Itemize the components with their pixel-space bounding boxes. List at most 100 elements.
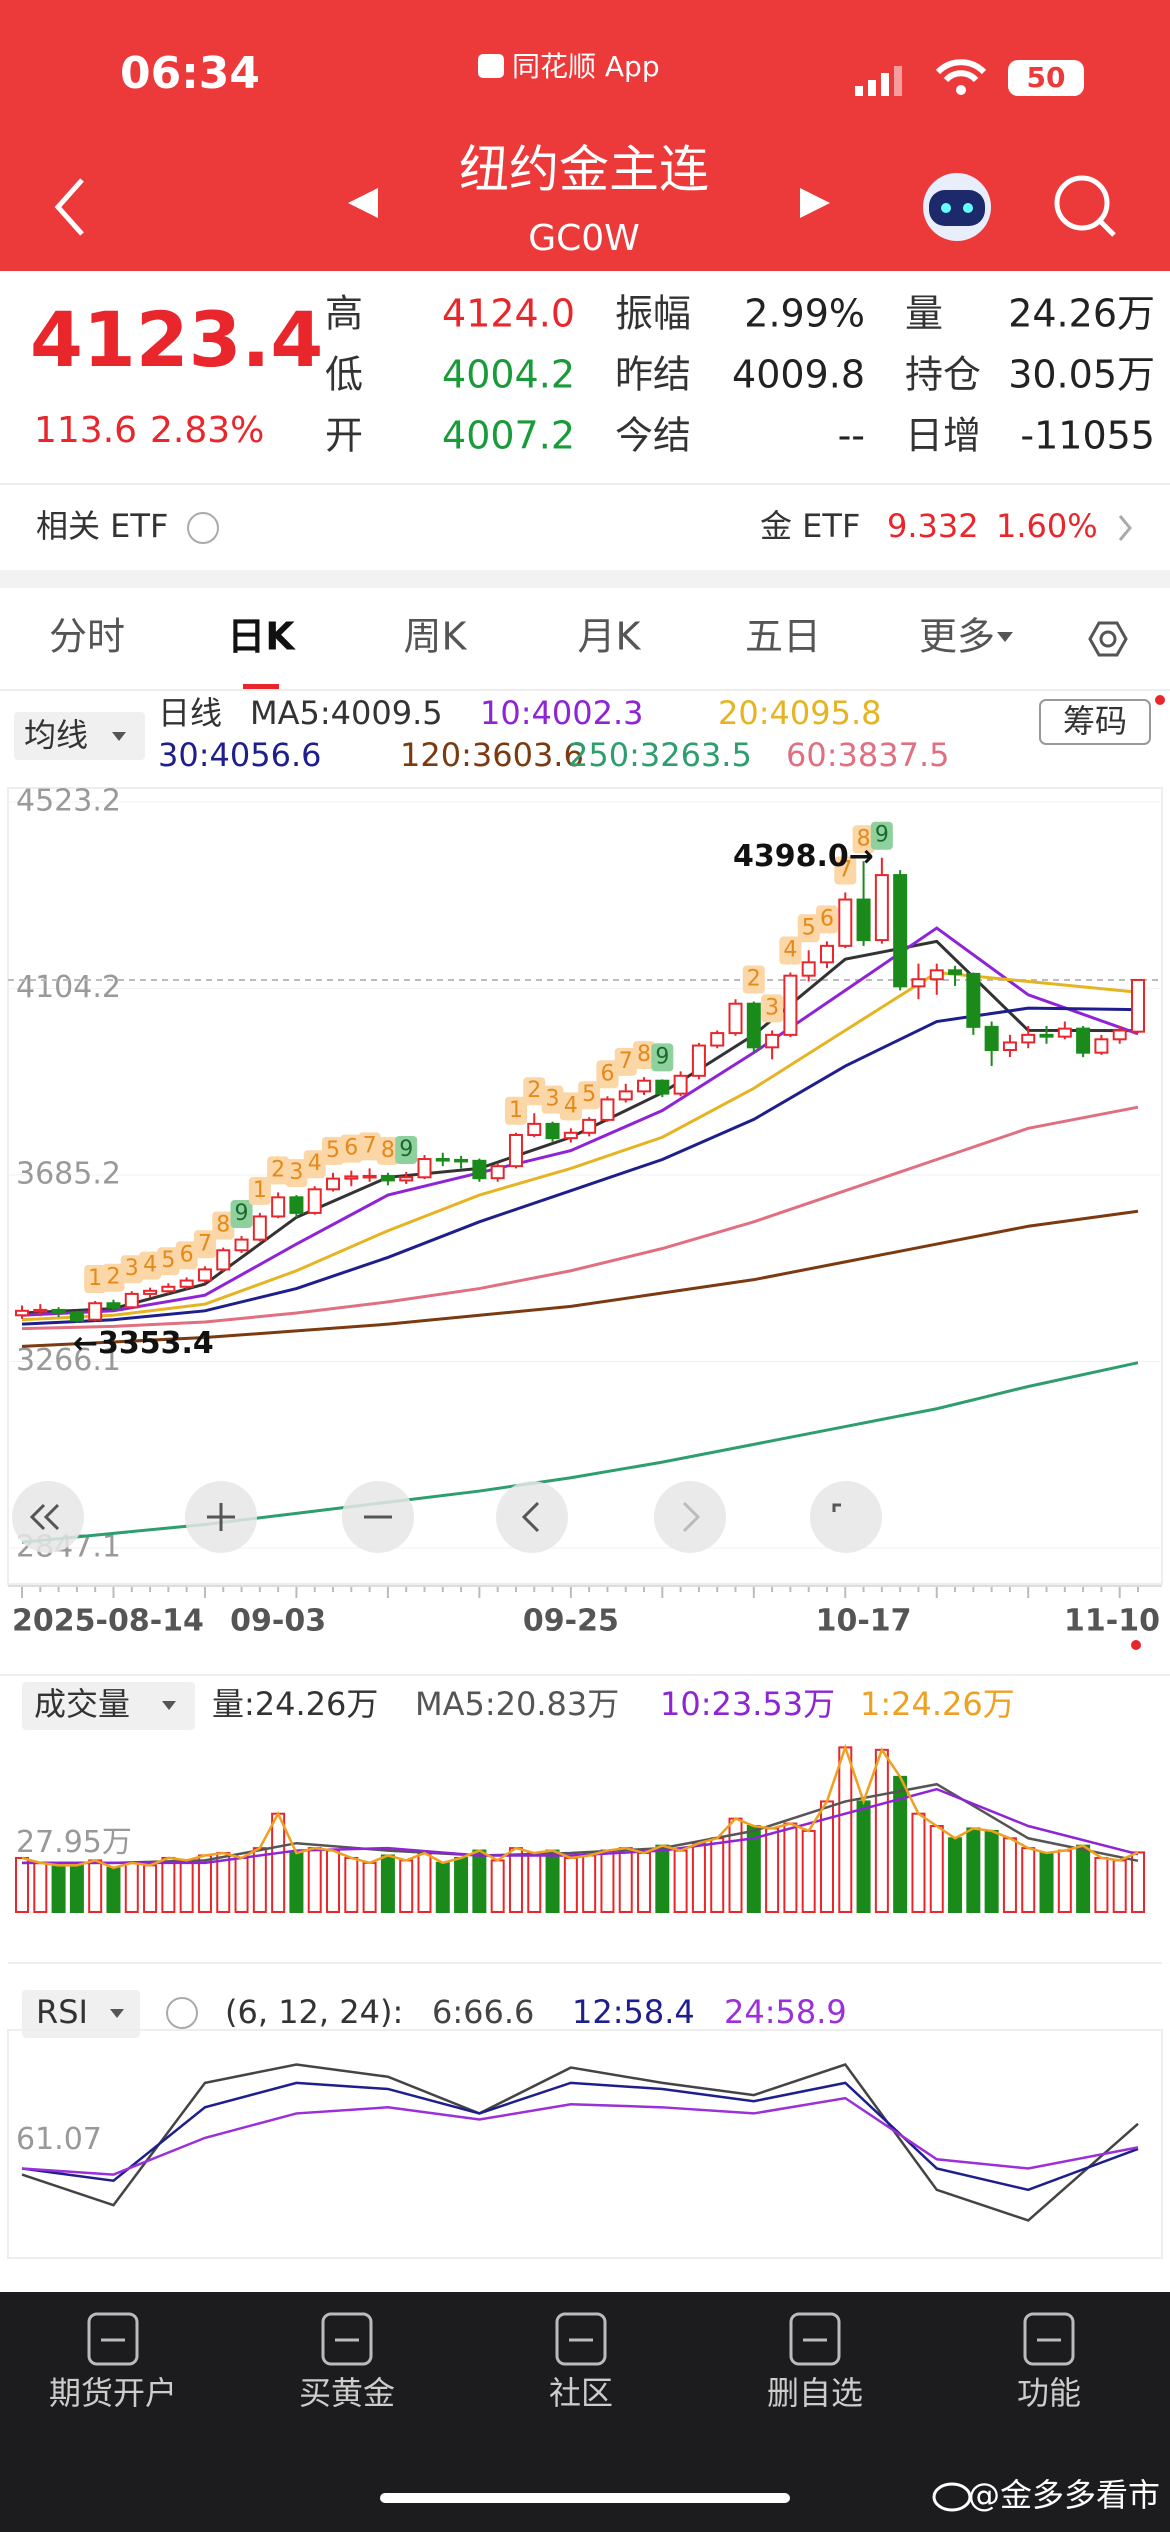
- tab[interactable]: 周K: [404, 615, 468, 659]
- divider: [8, 1962, 1162, 1964]
- td-badge: [230, 1200, 253, 1229]
- nav-icon[interactable]: [789, 2312, 841, 2366]
- volume-bar: [984, 1829, 999, 1914]
- volume-bar: [637, 1852, 652, 1913]
- scroll-left[interactable]: [496, 1481, 568, 1553]
- nav-icon[interactable]: [87, 2312, 139, 2366]
- candle-body: [1076, 1027, 1091, 1054]
- help-icon[interactable]: [187, 512, 219, 544]
- td-count: 6: [180, 1242, 194, 1267]
- ma-line: [21, 1006, 1139, 1326]
- volume-bar: [143, 1864, 158, 1914]
- tab[interactable]: 日K: [227, 615, 296, 659]
- section-gap: [0, 570, 1170, 588]
- candle-body: [984, 1025, 999, 1051]
- td-badge: [84, 1265, 107, 1294]
- td-badge: [815, 905, 838, 934]
- volume-bar: [527, 1852, 542, 1913]
- volume-chart: 27.95万 MA5:20.83万 10:23.53万 1:24.26万: [15, 1685, 1145, 1914]
- candle-body: [874, 874, 889, 942]
- tab[interactable]: 月K: [578, 615, 642, 659]
- search-button[interactable]: [1054, 175, 1116, 237]
- volume-bar: [179, 1859, 194, 1914]
- etf-chevron[interactable]: [1118, 515, 1132, 541]
- x-tick-label: 2025-08-14: [12, 1604, 204, 1639]
- candle-body: [1094, 1038, 1109, 1054]
- field-label: 昨结: [615, 353, 691, 397]
- td-count: 4: [564, 1093, 578, 1118]
- volume-bar: [691, 1842, 706, 1913]
- volume-selector[interactable]: [22, 1682, 195, 1730]
- current-dot: [1131, 1640, 1141, 1650]
- candle-body: [197, 1268, 212, 1282]
- rsi-selector[interactable]: [22, 1990, 140, 2038]
- tab[interactable]: 五日: [745, 615, 821, 659]
- nav-icon[interactable]: [321, 2312, 373, 2366]
- nav-label[interactable]: 买黄金: [299, 2374, 395, 2412]
- x-tick-label: 10-17: [816, 1604, 912, 1639]
- volume-bar: [33, 1861, 48, 1914]
- field-value: --: [838, 414, 865, 458]
- ma-selector[interactable]: [14, 712, 145, 760]
- volume-bar: [271, 1812, 286, 1913]
- volume-bar: [15, 1856, 29, 1914]
- nav-label[interactable]: 删自选: [767, 2374, 863, 2412]
- candle-body: [271, 1196, 286, 1218]
- volume-bar: [472, 1849, 487, 1913]
- field-label: 高: [325, 292, 363, 336]
- nav-label[interactable]: 期货开户: [49, 2374, 177, 2412]
- candle-body: [362, 1174, 377, 1179]
- volume-bar: [51, 1864, 66, 1914]
- next-button[interactable]: [800, 188, 830, 218]
- td-count: 2: [747, 966, 761, 991]
- volume-bar: [490, 1859, 505, 1914]
- volume-bar: [618, 1847, 633, 1913]
- candle-body: [801, 961, 816, 977]
- tab[interactable]: 分时: [49, 615, 125, 659]
- rsi-legend: 6:66.6: [432, 1993, 534, 2031]
- volume-selector-label: 成交量: [34, 1685, 130, 1723]
- app-name: 同花顺 App: [512, 50, 660, 83]
- td-badge: [157, 1247, 180, 1276]
- volume-bar: [307, 1847, 322, 1913]
- candle-body: [545, 1122, 560, 1140]
- help-icon[interactable]: [166, 1997, 198, 2029]
- volume-ma-line: [22, 1782, 1139, 1865]
- candle-body: [216, 1249, 231, 1271]
- scroll-right[interactable]: [654, 1481, 726, 1553]
- field-label: 持仓: [905, 353, 981, 397]
- volume-bar: [362, 1861, 377, 1914]
- ma-line: [21, 1105, 1139, 1331]
- field-label: 开: [325, 414, 363, 458]
- volume-bar: [88, 1859, 103, 1914]
- candle-body: [508, 1134, 523, 1168]
- volume-bar: [838, 1746, 853, 1914]
- prev-button[interactable]: [348, 188, 378, 218]
- back-button[interactable]: [54, 178, 84, 236]
- nav-icon[interactable]: [1023, 2312, 1075, 2366]
- td-count: 2: [271, 1157, 285, 1182]
- y-tick-label: 4104.2: [16, 970, 121, 1005]
- volume-bar: [1039, 1852, 1054, 1913]
- volume-bar: [508, 1847, 523, 1913]
- x-tick-label: 11-10: [1064, 1604, 1160, 1639]
- td-count: 9: [235, 1201, 249, 1226]
- candle-body: [929, 969, 944, 981]
- tab[interactable]: 更多: [919, 615, 995, 659]
- nav-label[interactable]: 社区: [549, 2374, 613, 2412]
- chips-button[interactable]: [1039, 699, 1151, 745]
- settings-icon[interactable]: [1088, 621, 1128, 657]
- td-count: 3: [289, 1160, 303, 1185]
- candle-body: [600, 1098, 615, 1121]
- td-badge: [358, 1132, 381, 1161]
- field-value: 4124.0: [442, 292, 575, 336]
- td-count: 9: [655, 1044, 669, 1069]
- volume-bar: [1112, 1859, 1127, 1914]
- td-count: 8: [857, 826, 871, 851]
- candle-body: [33, 1308, 48, 1313]
- nav-label[interactable]: 功能: [1017, 2374, 1081, 2412]
- assistant-button[interactable]: [923, 173, 991, 241]
- fullscreen[interactable]: [810, 1481, 882, 1553]
- nav-icon[interactable]: [555, 2312, 607, 2366]
